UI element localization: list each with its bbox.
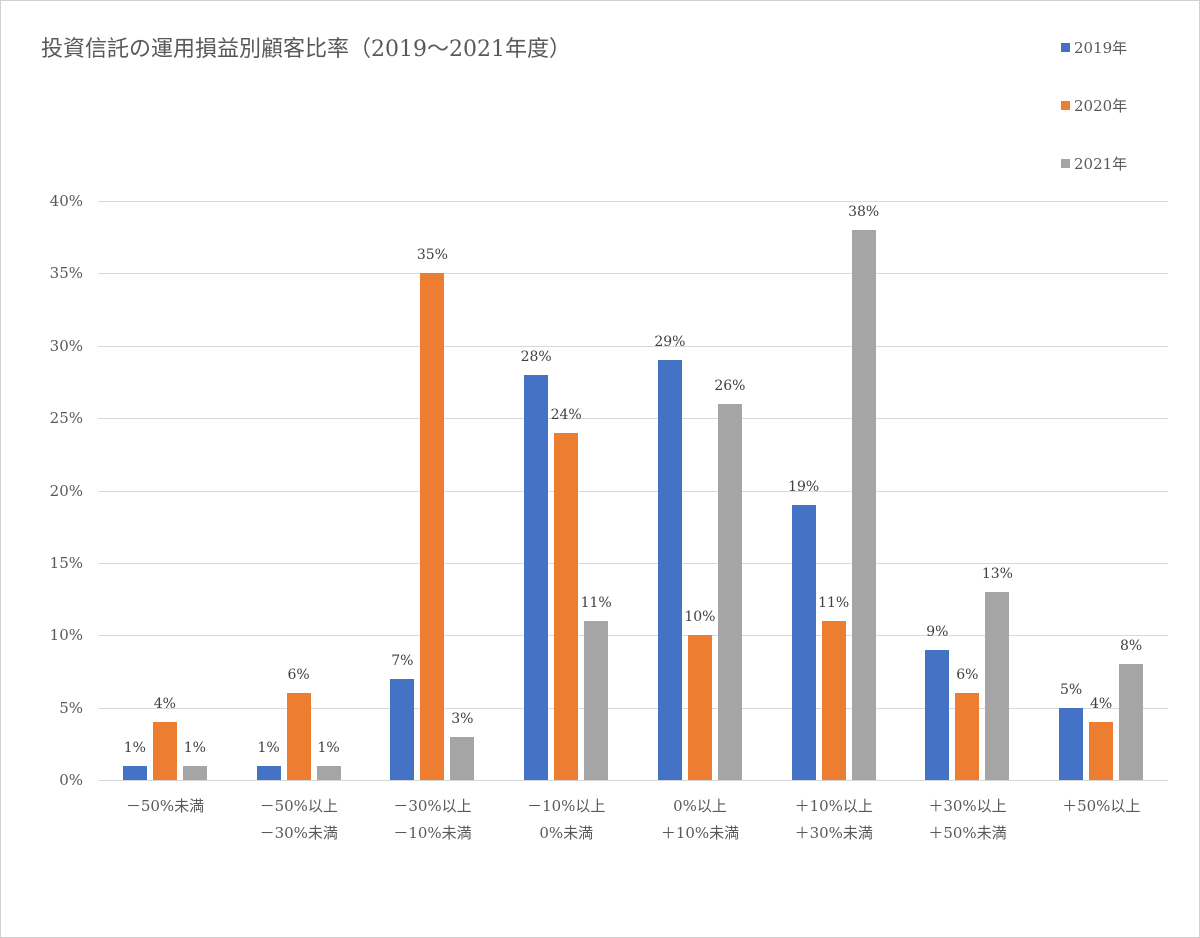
data-label: 24% [550,406,582,423]
bar-2019 [657,360,682,780]
data-label: 26% [714,377,746,394]
legend-item-2020: 2020年 [1061,95,1127,116]
y-tick-label: 30% [49,336,83,355]
gridline [98,490,1168,492]
bar-2021 [717,403,742,780]
data-label: 6% [956,667,979,684]
legend-item-2019: 2019年 [1061,37,1127,58]
data-label: 1% [123,739,146,756]
x-tick-label: －10%以上 0%未満 [527,797,606,842]
y-tick-label: 40% [49,192,83,210]
bar-2019 [1059,707,1084,780]
y-tick-label: 10% [49,626,83,645]
gridline [98,780,1168,781]
bar-2019 [791,504,816,780]
bar-2020 [1089,722,1114,780]
y-tick-label: 25% [49,409,83,428]
y-tick-label: 15% [49,553,83,572]
bar-2020 [821,620,846,780]
gridline [98,345,1168,347]
gridline [98,635,1168,637]
x-tick-label: ＋10%以上 ＋30%未満 [794,797,873,842]
bar-2020 [687,635,712,780]
data-label: 4% [153,696,176,713]
data-label: 13% [981,565,1013,582]
data-label: 4% [1090,696,1113,713]
legend-swatch-icon [1061,101,1070,110]
bar-2019 [390,678,415,780]
gridline [98,201,1168,202]
bar-2021 [851,229,876,780]
legend-label: 2021年 [1074,155,1128,173]
x-tick-label: ＋30%以上 ＋50%未満 [928,797,1007,842]
legend-swatch-icon [1061,159,1070,168]
data-label: 1% [257,739,280,756]
data-label: 11% [580,594,612,611]
plot-area: 1% 4% 1% 1% 6% 1% 7% 35% 3% 28% 24% 11% 29% 10% 26% 19%… [98,201,1168,781]
data-label: 1% [317,739,340,756]
x-tick-label: －50%以上 －30%未満 [259,797,338,842]
data-label: 28% [520,348,552,365]
gridline [98,418,1168,420]
x-tick-label: 0%以上 ＋10%未満 [660,797,740,842]
bar-2021 [316,765,341,780]
bar-2021 [182,765,207,780]
bar-2020 [286,693,311,780]
bar-2019 [256,765,281,780]
gridline [98,273,1168,275]
bar-2019 [524,374,549,780]
y-tick-label: 0% [59,771,83,789]
bar-2020 [554,432,579,780]
bar-2021 [1119,664,1144,780]
gridline [98,562,1168,564]
bar-2019 [122,765,147,780]
x-tick-label: ＋50%以上 [1062,797,1141,815]
y-tick-label: 35% [49,264,83,283]
bar-2021 [450,736,475,780]
data-label: 9% [926,623,949,640]
data-label: 1% [183,739,206,756]
bar-2020 [420,273,445,780]
bar-2020 [955,693,980,780]
chart-title: 投資信託の運用損益別顧客比率（2019～2021年度） [41,37,571,62]
gridline [98,707,1168,709]
data-label: 8% [1120,638,1143,655]
legend-label: 2019年 [1074,39,1128,57]
legend-swatch-icon [1061,43,1070,52]
data-label: 5% [1060,681,1083,698]
data-label: 7% [391,652,414,669]
bar-2020 [152,722,177,780]
x-tick-label: －30%以上 －10%未満 [393,797,472,842]
y-tick-label: 20% [49,481,83,500]
y-tick-label: 5% [59,698,83,717]
data-label: 6% [287,667,310,684]
data-label: 29% [654,334,686,351]
legend-item-2021: 2021年 [1061,153,1127,174]
legend-label: 2020年 [1074,97,1128,115]
data-label: 35% [416,247,448,264]
data-label: 3% [451,710,474,727]
bar-2021 [985,591,1010,780]
data-label: 11% [818,594,850,611]
bar-2021 [584,620,609,780]
bar-2019 [925,649,950,780]
data-label: 10% [684,609,716,626]
data-label: 19% [788,478,820,495]
data-label: 38% [848,203,880,220]
x-tick-label: －50%未満 [125,797,205,815]
